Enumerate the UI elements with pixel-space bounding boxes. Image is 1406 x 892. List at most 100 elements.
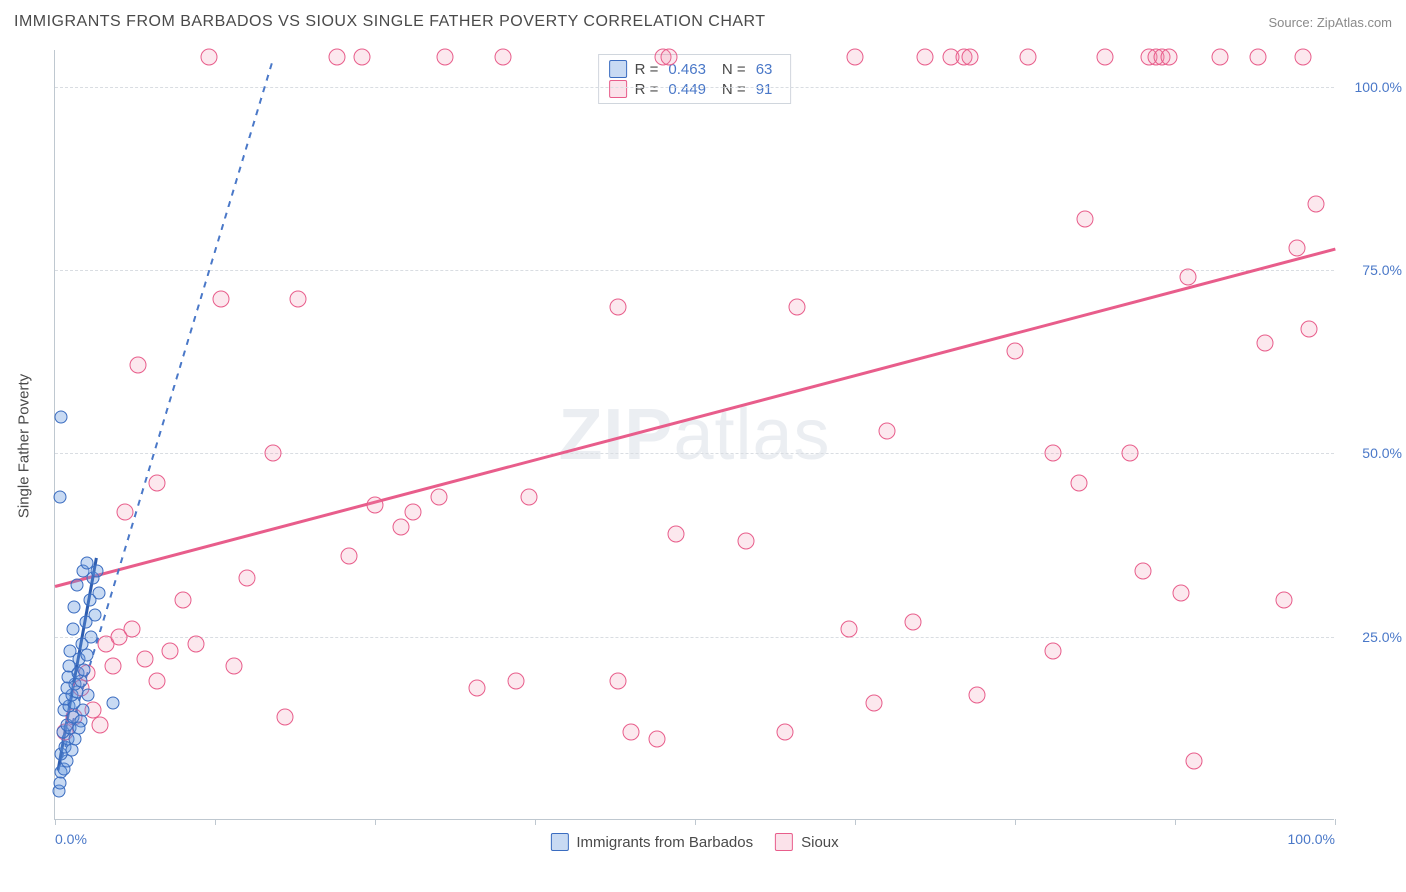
data-point <box>149 672 166 689</box>
legend-label: Sioux <box>801 834 839 851</box>
source-attribution: Source: ZipAtlas.com <box>1268 15 1392 30</box>
data-point <box>1007 342 1024 359</box>
data-point <box>70 579 83 592</box>
data-point <box>55 410 68 423</box>
x-tick-label: 0.0% <box>55 831 87 847</box>
data-point <box>1122 445 1139 462</box>
watermark: ZIPatlas <box>558 394 830 476</box>
data-point <box>904 614 921 631</box>
data-point <box>264 445 281 462</box>
data-point <box>1307 196 1324 213</box>
data-point <box>54 491 67 504</box>
data-point <box>507 672 524 689</box>
data-point <box>610 672 627 689</box>
legend-r-value: 0.449 <box>668 81 706 98</box>
x-tick <box>1335 819 1336 825</box>
data-point <box>1071 474 1088 491</box>
data-point <box>341 548 358 565</box>
data-point <box>64 645 77 658</box>
legend-row: R =0.463N =63 <box>609 59 781 79</box>
legend-label: Immigrants from Barbados <box>576 834 753 851</box>
data-point <box>66 623 79 636</box>
legend-swatch <box>609 60 627 78</box>
gridline-h <box>55 453 1334 454</box>
data-point <box>1179 269 1196 286</box>
data-point <box>437 49 454 66</box>
data-point <box>77 704 90 717</box>
data-point <box>1077 210 1094 227</box>
legend-item: Immigrants from Barbados <box>550 833 753 851</box>
legend-row: R =0.449N =91 <box>609 79 781 99</box>
data-point <box>495 49 512 66</box>
data-point <box>226 658 243 675</box>
data-point <box>1096 49 1113 66</box>
data-point <box>520 489 537 506</box>
data-point <box>81 557 94 570</box>
data-point <box>917 49 934 66</box>
data-point <box>968 687 985 704</box>
data-point <box>776 724 793 741</box>
gridline-h <box>55 87 1334 88</box>
legend-swatch <box>775 833 793 851</box>
scatter-chart: ZIPatlas R =0.463N =63R =0.449N =91 Immi… <box>54 50 1334 820</box>
x-tick <box>695 819 696 825</box>
x-tick <box>215 819 216 825</box>
y-tick-label: 100.0% <box>1355 79 1402 95</box>
gridline-h <box>55 637 1334 638</box>
data-point <box>648 731 665 748</box>
data-point <box>661 49 678 66</box>
data-point <box>213 291 230 308</box>
data-point <box>1295 49 1312 66</box>
correlation-legend: R =0.463N =63R =0.449N =91 <box>598 54 792 104</box>
data-point <box>431 489 448 506</box>
data-point <box>162 643 179 660</box>
data-point <box>1173 584 1190 601</box>
data-point <box>1211 49 1228 66</box>
data-point <box>130 357 147 374</box>
legend-r-label: R = <box>635 61 659 78</box>
y-tick-label: 50.0% <box>1362 445 1402 461</box>
y-tick-label: 75.0% <box>1362 262 1402 278</box>
legend-n-label: N = <box>722 61 746 78</box>
data-point <box>106 696 119 709</box>
data-point <box>847 49 864 66</box>
data-point <box>367 496 384 513</box>
x-tick <box>855 819 856 825</box>
data-point <box>392 518 409 535</box>
data-point <box>68 601 81 614</box>
chart-header: IMMIGRANTS FROM BARBADOS VS SIOUX SINGLE… <box>0 0 1406 44</box>
data-point <box>123 621 140 638</box>
data-point <box>667 526 684 543</box>
data-point <box>117 504 134 521</box>
legend-r-label: R = <box>635 81 659 98</box>
data-point <box>92 586 105 599</box>
data-point <box>104 658 121 675</box>
data-point <box>73 722 86 735</box>
data-point <box>277 709 294 726</box>
x-tick <box>1015 819 1016 825</box>
data-point <box>1288 240 1305 257</box>
legend-item: Sioux <box>775 833 839 851</box>
data-point <box>1135 562 1152 579</box>
data-point <box>187 636 204 653</box>
data-point <box>88 608 101 621</box>
data-point <box>1019 49 1036 66</box>
legend-swatch <box>609 80 627 98</box>
data-point <box>405 504 422 521</box>
data-point <box>789 298 806 315</box>
data-point <box>866 694 883 711</box>
legend-n-value: 63 <box>756 61 773 78</box>
chart-title: IMMIGRANTS FROM BARBADOS VS SIOUX SINGLE… <box>14 13 766 31</box>
data-point <box>840 621 857 638</box>
data-point <box>738 533 755 550</box>
trend-line <box>55 248 1336 588</box>
x-tick <box>55 819 56 825</box>
data-point <box>91 716 108 733</box>
legend-swatch <box>550 833 568 851</box>
data-point <box>200 49 217 66</box>
data-point <box>1250 49 1267 66</box>
data-point <box>82 689 95 702</box>
x-tick <box>1175 819 1176 825</box>
data-point <box>469 680 486 697</box>
data-point <box>610 298 627 315</box>
